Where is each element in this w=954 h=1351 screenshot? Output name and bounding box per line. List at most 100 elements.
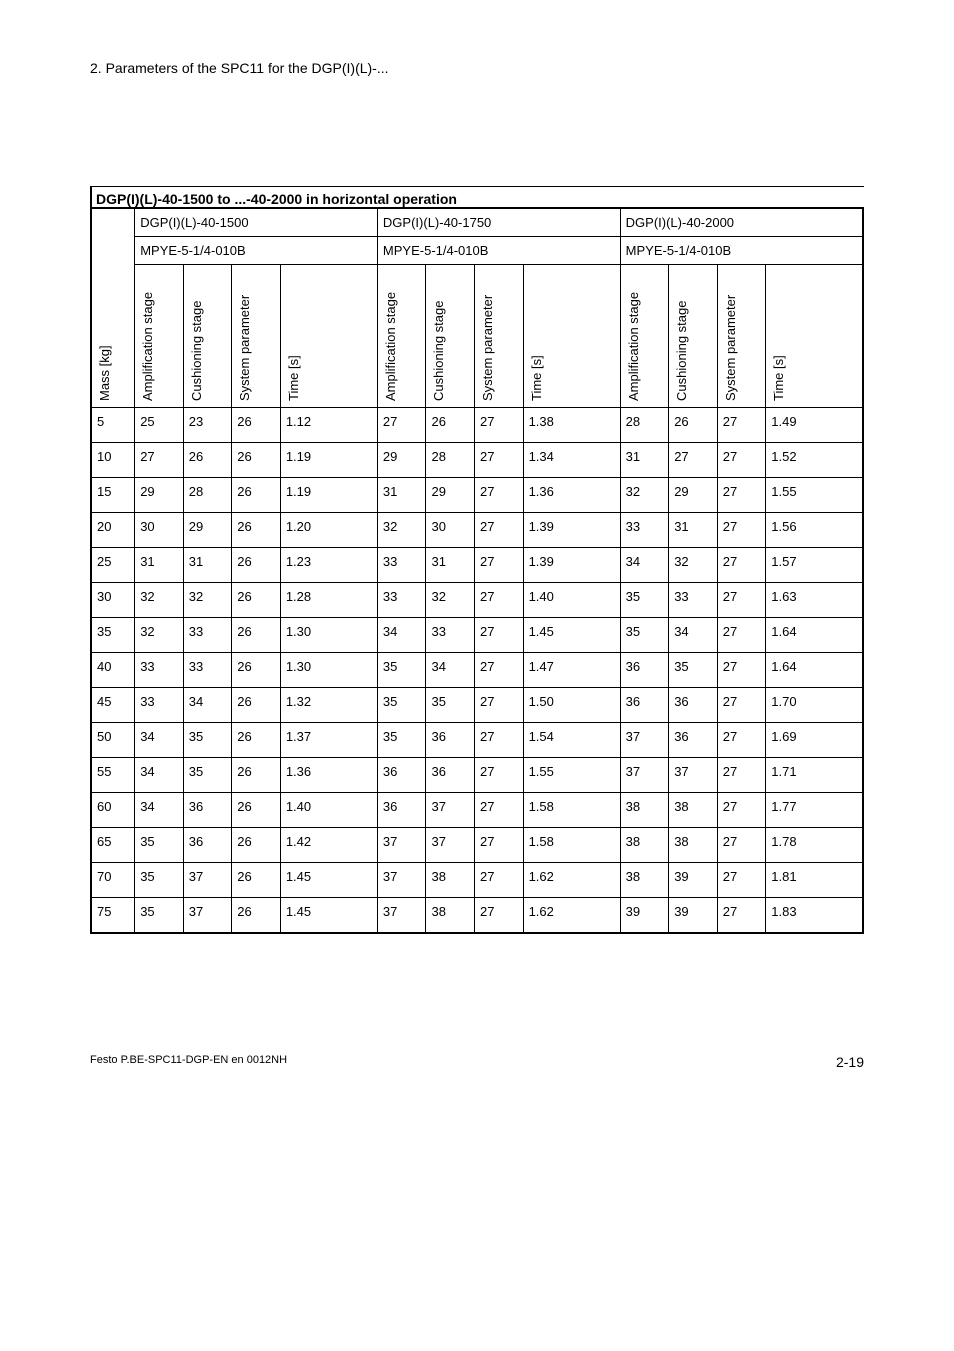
cell: 26 xyxy=(232,898,281,934)
cell: 27 xyxy=(717,548,766,583)
cell: 1.49 xyxy=(766,408,863,443)
cell: 26 xyxy=(232,618,281,653)
cell: 1.12 xyxy=(280,408,377,443)
cell: 35 xyxy=(183,758,232,793)
cell: 31 xyxy=(377,478,426,513)
cell: 26 xyxy=(232,758,281,793)
col-cush-3: Cushioning stage xyxy=(674,271,689,401)
cell: 27 xyxy=(475,443,524,478)
cell: 27 xyxy=(475,618,524,653)
cell: 27 xyxy=(135,443,184,478)
cell: 31 xyxy=(135,548,184,583)
cell: 35 xyxy=(135,828,184,863)
device-row: Mass [kg] DGP(I)(L)-40-1500 DGP(I)(L)-40… xyxy=(91,208,863,237)
column-headers-row: Amplification stage Cushioning stage Sys… xyxy=(91,265,863,408)
cell: 35 xyxy=(620,618,669,653)
cell: 33 xyxy=(377,583,426,618)
cell: 38 xyxy=(620,793,669,828)
cell: 27 xyxy=(475,898,524,934)
cell: 26 xyxy=(232,793,281,828)
table-row: 203029261.203230271.393331271.56 xyxy=(91,513,863,548)
cell: 23 xyxy=(183,408,232,443)
cell: 1.42 xyxy=(280,828,377,863)
table-row: 253131261.233331271.393432271.57 xyxy=(91,548,863,583)
group-valve-2: MPYE-5-1/4-010B xyxy=(377,237,620,265)
cell: 27 xyxy=(717,828,766,863)
cell: 1.28 xyxy=(280,583,377,618)
cell: 26 xyxy=(232,583,281,618)
cell: 30 xyxy=(426,513,475,548)
cell: 27 xyxy=(717,443,766,478)
table-row: 303232261.283332271.403533271.63 xyxy=(91,583,863,618)
cell: 55 xyxy=(91,758,135,793)
cell: 65 xyxy=(91,828,135,863)
table-row: 553435261.363636271.553737271.71 xyxy=(91,758,863,793)
cell: 36 xyxy=(426,723,475,758)
cell: 38 xyxy=(669,793,718,828)
col-cush-1: Cushioning stage xyxy=(189,271,204,401)
cell: 1.40 xyxy=(523,583,620,618)
cell: 33 xyxy=(135,653,184,688)
table-row: 703537261.453738271.623839271.81 xyxy=(91,863,863,898)
cell: 32 xyxy=(183,583,232,618)
cell: 35 xyxy=(91,618,135,653)
cell: 38 xyxy=(620,828,669,863)
cell: 38 xyxy=(669,828,718,863)
cell: 32 xyxy=(620,478,669,513)
cell: 1.64 xyxy=(766,618,863,653)
footer-right: 2-19 xyxy=(836,1054,864,1070)
group-device-1: DGP(I)(L)-40-1500 xyxy=(135,208,378,237)
cell: 20 xyxy=(91,513,135,548)
cell: 34 xyxy=(377,618,426,653)
cell: 60 xyxy=(91,793,135,828)
cell: 28 xyxy=(183,478,232,513)
cell: 36 xyxy=(183,828,232,863)
cell: 1.20 xyxy=(280,513,377,548)
cell: 27 xyxy=(717,513,766,548)
col-sys-2: System parameter xyxy=(480,271,495,401)
cell: 27 xyxy=(717,408,766,443)
table-row: 503435261.373536271.543736271.69 xyxy=(91,723,863,758)
cell: 37 xyxy=(183,863,232,898)
cell: 27 xyxy=(377,408,426,443)
cell: 1.32 xyxy=(280,688,377,723)
cell: 40 xyxy=(91,653,135,688)
cell: 1.83 xyxy=(766,898,863,934)
cell: 34 xyxy=(620,548,669,583)
cell: 27 xyxy=(717,758,766,793)
cell: 1.52 xyxy=(766,443,863,478)
cell: 35 xyxy=(377,688,426,723)
cell: 37 xyxy=(426,828,475,863)
cell: 1.23 xyxy=(280,548,377,583)
cell: 27 xyxy=(475,793,524,828)
cell: 1.37 xyxy=(280,723,377,758)
cell: 27 xyxy=(717,863,766,898)
cell: 26 xyxy=(426,408,475,443)
cell: 29 xyxy=(377,443,426,478)
cell: 37 xyxy=(183,898,232,934)
cell: 50 xyxy=(91,723,135,758)
cell: 1.55 xyxy=(766,478,863,513)
cell: 26 xyxy=(232,688,281,723)
cell: 27 xyxy=(717,653,766,688)
cell: 30 xyxy=(135,513,184,548)
cell: 32 xyxy=(669,548,718,583)
cell: 27 xyxy=(475,408,524,443)
cell: 27 xyxy=(717,478,766,513)
cell: 39 xyxy=(669,863,718,898)
cell: 36 xyxy=(620,653,669,688)
cell: 1.63 xyxy=(766,583,863,618)
cell: 1.81 xyxy=(766,863,863,898)
cell: 26 xyxy=(232,653,281,688)
cell: 27 xyxy=(475,723,524,758)
cell: 36 xyxy=(620,688,669,723)
cell: 27 xyxy=(475,688,524,723)
cell: 75 xyxy=(91,898,135,934)
cell: 27 xyxy=(717,618,766,653)
cell: 1.64 xyxy=(766,653,863,688)
cell: 26 xyxy=(669,408,718,443)
col-sys-1: System parameter xyxy=(237,271,252,401)
cell: 26 xyxy=(183,443,232,478)
table-row: 603436261.403637271.583838271.77 xyxy=(91,793,863,828)
group-valve-1: MPYE-5-1/4-010B xyxy=(135,237,378,265)
